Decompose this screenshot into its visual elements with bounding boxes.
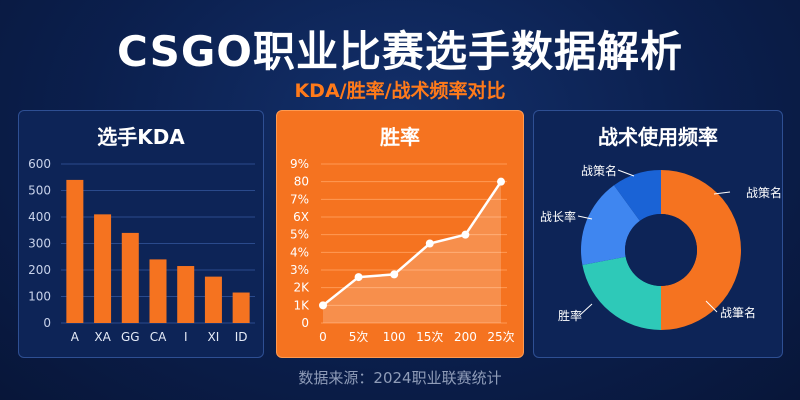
data-source-note: 数据来源：2024职业联赛统计 [298,369,502,387]
winrate-chart-panel: 胜率 0 1K 2K 3% 4% 5% 6X 7% 80 9% 0 5次 100 15次 200 25次 [276,110,524,358]
x-tick-label: 0 [319,330,327,344]
bar-XI [204,276,222,323]
slice-blue [613,170,661,221]
y-tick-label: 400 [28,210,51,224]
x-tick-label: 5次 [349,330,369,344]
data-point [425,239,434,248]
y-tick-label: 300 [28,237,51,251]
y-tick-label: 600 [28,157,51,171]
y-tick-label: 9% [290,157,309,171]
y-tick-label: 500 [28,184,51,198]
bar-XA [94,214,112,323]
x-tick-label: 15次 [416,330,443,344]
kda-bar-chart: 0 100 200 300 400 500 600 A XA GG CA I XI ID [28,157,255,344]
x-tick-label: XI [208,330,220,344]
slice-orange [661,170,741,330]
y-tick-label: 100 [28,290,51,304]
area-fill [323,181,501,323]
x-tick-label: CA [150,330,167,344]
slice-light-blue [581,185,640,265]
data-point [390,270,399,279]
series-line [322,180,503,307]
bar-A [66,179,84,323]
leader-line [577,215,593,220]
y-tick-label: 0 [43,316,51,330]
x-tick-label: A [71,330,80,344]
x-tick-label: GG [121,330,140,344]
x-tick-label: XA [94,330,111,344]
slice-teal [582,256,661,330]
y-tick-label: 7% [290,192,309,206]
leader-line [617,169,635,177]
x-tick-label: 200 [454,330,477,344]
x-tick-label: 25次 [487,330,514,344]
bar-CA [149,259,167,323]
tactics-chart-title: 战术使用频率 [598,125,718,149]
y-tick-label: 1K [293,298,310,312]
tactics-chart-panel: 战术使用频率 战策名战筆名 胜率 战长率 战策名 [533,110,783,358]
slice-label: 胜率 [558,308,582,323]
data-point [497,177,505,186]
data-point [319,301,327,310]
x-tick-label: 100 [383,330,406,344]
y-tick-label: 200 [28,263,51,277]
leader-line [713,191,731,195]
bar-ID [232,292,250,323]
y-tick-label: 2K [293,281,310,295]
data-point [354,273,363,282]
x-tick-label: ID [235,330,248,344]
bar-GG [121,232,139,323]
page-title: CSGO职业比赛选手数据解析 [116,27,684,76]
leader-line [579,303,593,316]
y-tick-label: 4% [290,245,309,259]
y-tick-label: 5% [290,228,309,242]
y-tick-label: 6X [293,210,309,224]
slice-label: 战筆名 [720,305,756,320]
slice-label: 战策名 [581,163,617,178]
x-tick-label: I [184,330,188,344]
y-tick-label: 3% [290,263,309,277]
slice-label: 战长率 [540,209,576,224]
winrate-chart-title: 胜率 [380,125,420,149]
bar-I [177,266,195,323]
winrate-area-chart: 0 1K 2K 3% 4% 5% 6X 7% 80 9% 0 5次 100 15次 200 25次 [290,157,515,344]
slice-label: 战策名 [746,185,782,200]
leader-line [705,300,718,313]
y-tick-label: 0 [301,316,309,330]
kda-chart-title: 选手KDA [97,125,185,149]
donut-hole [625,214,697,286]
page-subtitle: KDA/胜率/战术频率对比 [294,80,506,102]
kda-chart-panel: 选手KDA 0 100 200 300 400 500 600 A XA GG CA I XI ID [18,110,264,358]
y-tick-label: 80 [294,175,309,189]
data-point [461,230,470,239]
